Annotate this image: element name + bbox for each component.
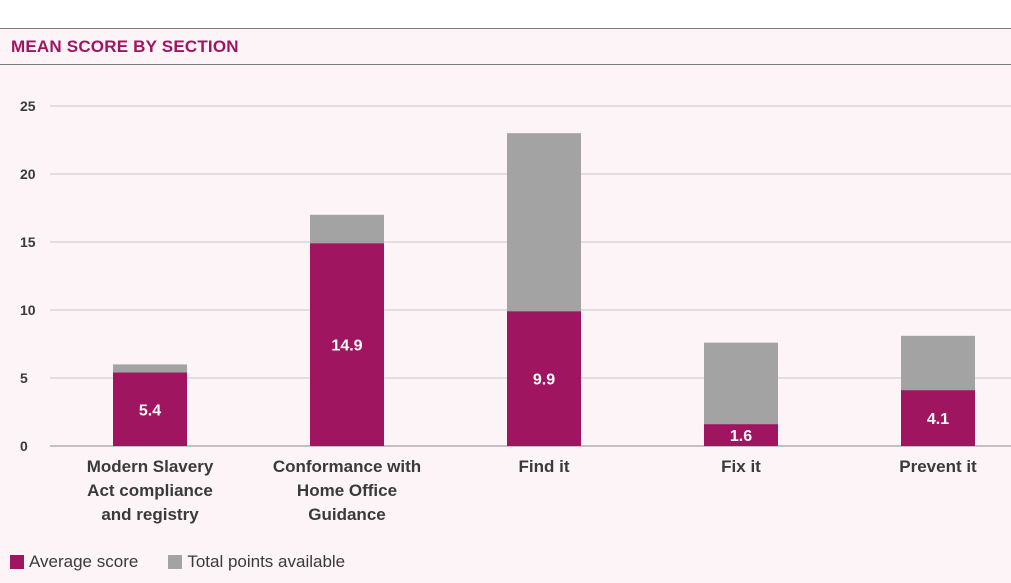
y-tick-label: 25 <box>20 98 36 114</box>
top-strip <box>0 0 1011 29</box>
chart-title: MEAN SCORE BY SECTION <box>11 37 239 56</box>
data-label: 5.4 <box>139 402 161 419</box>
bar-average-score <box>113 372 187 446</box>
category-label-line: Modern Slavery <box>87 457 214 476</box>
bars <box>113 133 975 446</box>
legend-item-average: Average score <box>10 552 138 572</box>
bar-average-score <box>507 311 581 446</box>
legend-label-average: Average score <box>29 552 139 571</box>
category-label: Prevent it <box>899 457 977 476</box>
bar-average-score <box>704 424 778 446</box>
category-label: Conformance with Home Office Guidance <box>273 457 421 524</box>
legend: Average score Total points available <box>10 552 375 572</box>
y-tick-label: 20 <box>20 166 36 182</box>
bar-average-score <box>901 390 975 446</box>
data-label: 4.1 <box>927 411 949 428</box>
labels: 0 5 10 15 20 25 5.4 Modern Slavery Act complianc… <box>20 98 977 524</box>
data-label: 1.6 <box>730 428 752 445</box>
category-label-line: Act compliance <box>87 481 213 500</box>
bar-average-score <box>310 243 384 446</box>
category-label: Fix it <box>721 457 761 476</box>
category-label-line: Conformance with <box>273 457 421 476</box>
data-label: 14.9 <box>331 338 362 355</box>
data-label: 9.9 <box>533 372 555 389</box>
y-tick-label: 5 <box>20 370 28 386</box>
y-tick-label: 15 <box>20 234 36 250</box>
legend-label-total: Total points available <box>187 552 346 571</box>
category-label-line: Guidance <box>308 505 385 524</box>
y-tick-label: 0 <box>20 438 28 454</box>
y-tick-label: 10 <box>20 302 36 318</box>
legend-item-total: Total points available <box>168 552 345 572</box>
legend-swatch-average <box>10 555 24 569</box>
category-label: Modern Slavery Act compliance and registry <box>87 457 214 524</box>
category-label-line: and registry <box>101 505 199 524</box>
category-label-line: Find it <box>519 457 570 476</box>
legend-swatch-total <box>168 555 183 569</box>
category-label-line: Home Office <box>297 481 397 500</box>
title-divider <box>0 64 1011 65</box>
category-label-line: Fix it <box>721 457 761 476</box>
category-label: Find it <box>519 457 570 476</box>
category-label-line: Prevent it <box>899 457 977 476</box>
